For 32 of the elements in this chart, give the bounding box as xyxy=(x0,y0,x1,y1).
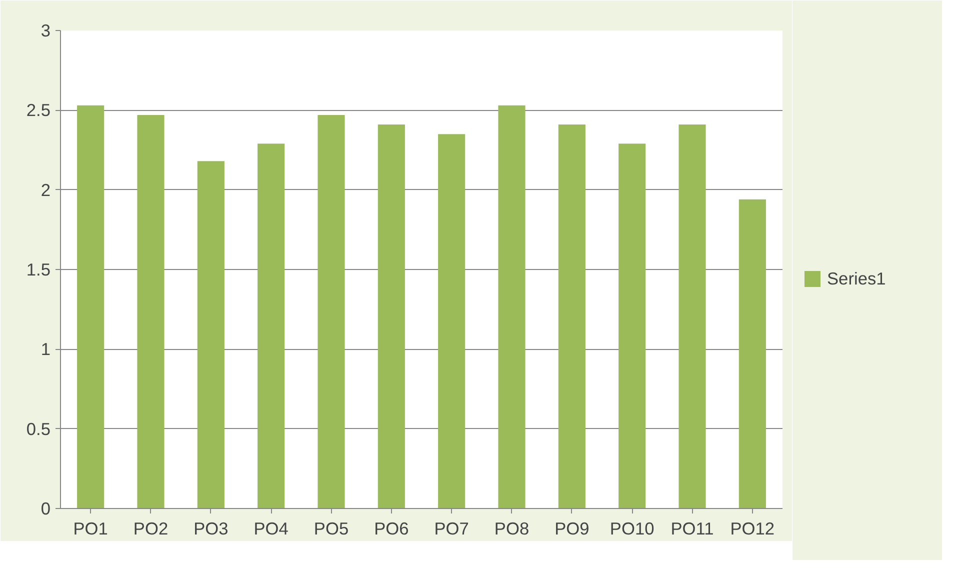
y-tick-label: 3 xyxy=(40,20,51,40)
bar xyxy=(77,105,104,508)
x-tick-label: PO6 xyxy=(374,518,409,538)
x-tick-label: PO11 xyxy=(670,518,714,538)
y-tick-label: 1.5 xyxy=(26,260,51,280)
bar xyxy=(258,144,285,508)
bar xyxy=(197,161,224,508)
bar xyxy=(318,114,345,508)
bar xyxy=(678,124,706,508)
x-tick-label: PO12 xyxy=(730,518,775,538)
y-tick-label: 0.5 xyxy=(26,418,51,439)
bar xyxy=(378,124,405,508)
bar xyxy=(618,144,646,508)
x-tick-label: PO8 xyxy=(494,518,530,538)
x-tick-label: PO1 xyxy=(73,518,108,538)
bar xyxy=(137,114,164,508)
y-tick-label: 2.5 xyxy=(26,100,51,120)
y-tick-label: 0 xyxy=(40,498,51,518)
x-tick-label: PO10 xyxy=(610,518,654,538)
x-tick-label: PO3 xyxy=(194,518,228,538)
bar xyxy=(498,105,526,508)
x-tick-label: PO7 xyxy=(434,518,469,538)
x-tick-label: PO4 xyxy=(254,518,289,538)
x-tick-label: PO2 xyxy=(133,518,168,538)
x-tick-label: PO9 xyxy=(554,518,590,538)
y-tick-label: 1 xyxy=(40,339,51,360)
y-tick-label: 2 xyxy=(40,180,51,200)
bar xyxy=(558,124,586,508)
bar xyxy=(438,134,466,508)
legend-label: Series1 xyxy=(827,268,886,289)
x-tick-label: PO5 xyxy=(314,518,349,538)
bar xyxy=(738,199,766,508)
